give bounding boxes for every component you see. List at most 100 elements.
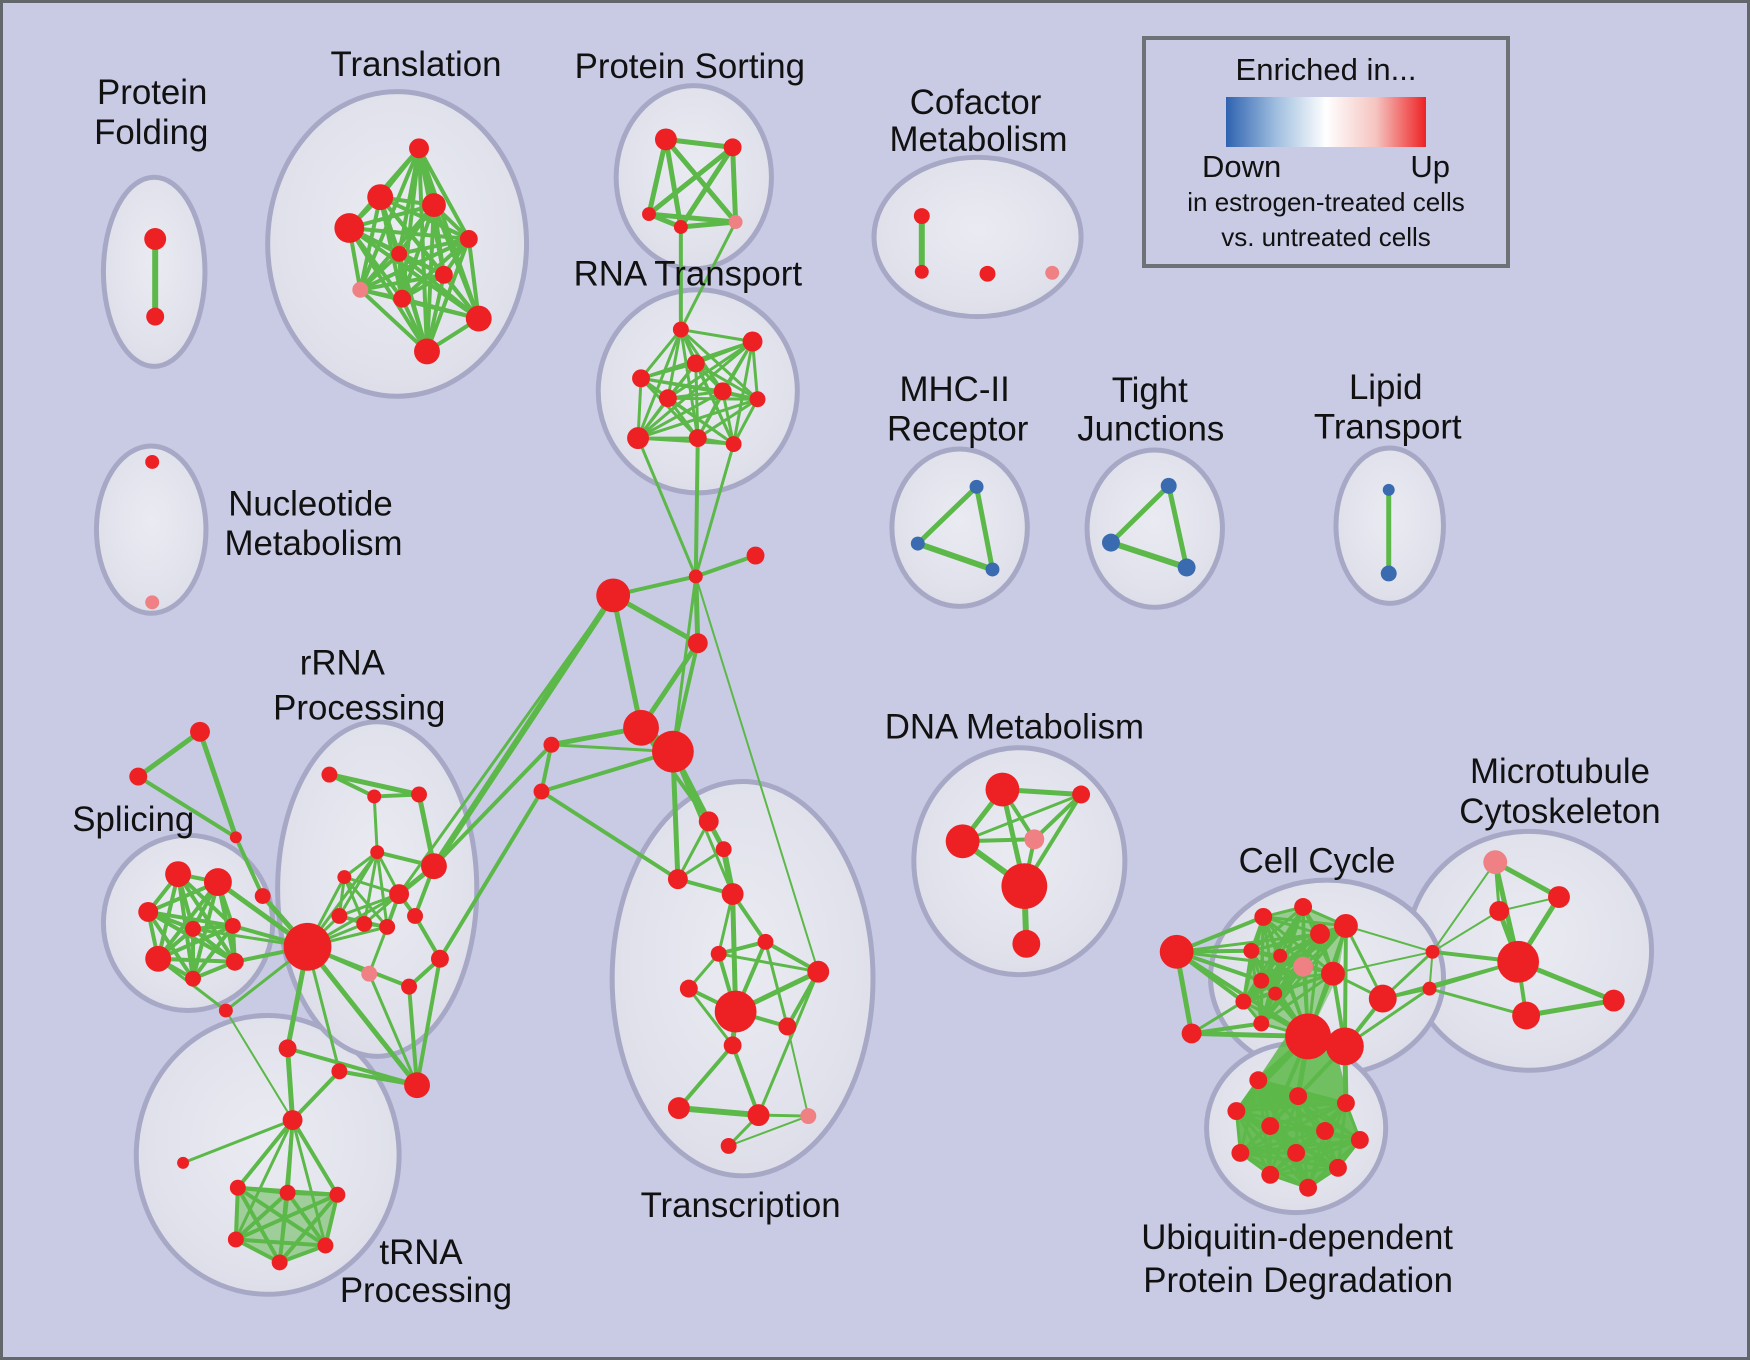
legend-up-label: Up bbox=[1410, 149, 1450, 184]
node-RT9 bbox=[688, 429, 707, 448]
node-U8 bbox=[1231, 1143, 1250, 1162]
node-TL8 bbox=[352, 281, 369, 298]
edge-MT1-MT2 bbox=[1492, 859, 1562, 900]
edge-U3-U4 bbox=[1234, 1101, 1348, 1113]
node-D3 bbox=[1072, 785, 1091, 804]
node-C9 bbox=[1293, 956, 1314, 977]
edge-T2-T3 bbox=[1107, 539, 1190, 571]
edge-TH-LN bbox=[181, 1118, 295, 1165]
node-H2 bbox=[651, 730, 694, 773]
node-X14 bbox=[720, 1137, 737, 1154]
node-C4 bbox=[1294, 898, 1313, 916]
node-S4 bbox=[185, 920, 201, 937]
edge-MT5-MT6 bbox=[1428, 987, 1528, 1018]
node-TL7 bbox=[434, 265, 453, 284]
label-transport: Transport bbox=[1314, 408, 1462, 447]
edge-RT2-RT5 bbox=[666, 340, 755, 400]
edge-R17-TH bbox=[290, 1069, 342, 1123]
node-S2 bbox=[203, 868, 232, 897]
node-RT3 bbox=[686, 354, 705, 373]
edge-X5-X6 bbox=[716, 939, 768, 956]
edge-TH-TN7 bbox=[291, 1118, 327, 1247]
edge-TL8-TL11 bbox=[358, 287, 429, 354]
node-X13 bbox=[800, 1108, 817, 1125]
edge-BL-R7 bbox=[397, 593, 615, 896]
edge-X13-X14 bbox=[727, 1115, 810, 1147]
node-TH bbox=[282, 1110, 303, 1131]
edge-X11-X12 bbox=[675, 1105, 762, 1119]
node-XB bbox=[714, 990, 757, 1033]
node-TR1 bbox=[190, 721, 210, 742]
node-R14 bbox=[401, 978, 418, 995]
label-processing: Processing bbox=[273, 688, 445, 727]
edge-U4-U5 bbox=[1268, 1101, 1348, 1128]
edge-TL3-TL11 bbox=[347, 226, 429, 354]
edge-R5-R10 bbox=[342, 875, 389, 929]
edge-TN4-TN7 bbox=[285, 1190, 328, 1248]
node-RT8 bbox=[627, 427, 650, 450]
edge-X6-X7 bbox=[717, 952, 820, 974]
edge-RT9-J1 bbox=[693, 436, 700, 579]
node-X7 bbox=[807, 960, 830, 983]
edge-R7-R8 bbox=[337, 892, 401, 918]
edge-RT6-RT8 bbox=[636, 389, 725, 440]
node-N2 bbox=[145, 595, 160, 610]
edge-RT3-RT7 bbox=[694, 361, 760, 401]
edge-TL5-TL10 bbox=[466, 236, 481, 321]
node-U7 bbox=[1350, 1131, 1369, 1149]
cluster-ellipse-tight-junctions bbox=[1084, 447, 1225, 610]
edge-TL5-TL6 bbox=[397, 236, 471, 256]
node-D1 bbox=[985, 772, 1020, 807]
node-R7 bbox=[389, 884, 410, 905]
label-mhc-ii: MHC-II bbox=[900, 370, 1010, 409]
label-dna-metabolism: DNA Metabolism bbox=[885, 707, 1144, 746]
node-S7 bbox=[185, 970, 201, 987]
edge-PS4-PS5 bbox=[678, 219, 739, 230]
node-TL6 bbox=[391, 245, 408, 262]
node-W2 bbox=[533, 783, 550, 800]
edge-R1-R3 bbox=[326, 772, 422, 797]
label-tight: Tight bbox=[1112, 371, 1188, 410]
edge-TR2-TR3 bbox=[136, 774, 238, 840]
edge-MT6-MT7 bbox=[1523, 998, 1617, 1019]
edge-RT1-RT4 bbox=[639, 328, 683, 380]
label-cytoskeleton: Cytoskeleton bbox=[1459, 792, 1660, 831]
node-CM1 bbox=[913, 208, 930, 225]
node-CM4 bbox=[1045, 265, 1060, 280]
node-U6 bbox=[1316, 1122, 1334, 1140]
edge-CB2-C6 bbox=[1342, 923, 1348, 1049]
edge-X1-X3 bbox=[676, 819, 711, 881]
node-R6 bbox=[421, 853, 447, 880]
node-T1 bbox=[1160, 477, 1177, 494]
node-C14 bbox=[1253, 1015, 1270, 1032]
edge-TL1-TL5 bbox=[417, 146, 471, 241]
node-R10 bbox=[379, 918, 396, 935]
edge-TH-TN6 bbox=[234, 1118, 295, 1242]
node-TL2 bbox=[367, 184, 394, 211]
node-R13 bbox=[430, 949, 449, 968]
node-C2 bbox=[1181, 1023, 1202, 1044]
edge-X9-X13 bbox=[786, 1025, 810, 1118]
node-U10 bbox=[1328, 1158, 1347, 1177]
edge-C4-C7 bbox=[1249, 905, 1305, 953]
label-metabolism: Metabolism bbox=[224, 524, 402, 563]
node-R1 bbox=[321, 766, 338, 783]
edge-R16-TH bbox=[285, 1045, 296, 1123]
edge-RT8-J1 bbox=[636, 436, 698, 578]
node-TN7 bbox=[317, 1237, 334, 1254]
edge-X5-X9 bbox=[763, 940, 789, 1028]
edge-RT1-RT8 bbox=[636, 328, 683, 440]
edge-RT7-RT10 bbox=[732, 397, 760, 446]
edge-TN3-TN7 bbox=[235, 1185, 328, 1248]
label-cofactor: Cofactor bbox=[910, 83, 1042, 122]
edge-C6-MT4 bbox=[1344, 924, 1434, 953]
edge-H2-X3 bbox=[670, 749, 681, 882]
node-PF1 bbox=[144, 228, 167, 250]
node-CM2 bbox=[914, 264, 929, 279]
node-J1 bbox=[688, 569, 703, 584]
edge-TN4-TN6 bbox=[233, 1190, 290, 1242]
node-J3 bbox=[687, 633, 708, 654]
node-RT10 bbox=[725, 436, 742, 453]
edge-TL7-TL11 bbox=[424, 272, 446, 354]
